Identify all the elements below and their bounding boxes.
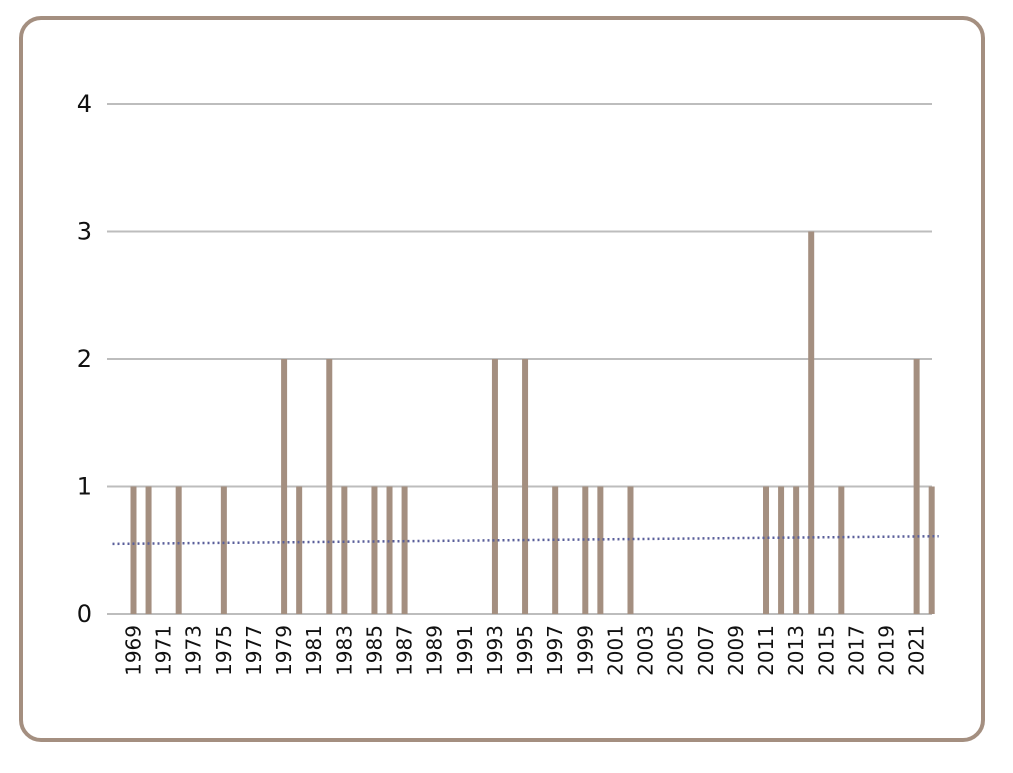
- bar-1985: [371, 486, 378, 614]
- bar-1987: [401, 486, 408, 614]
- bar-2013: [793, 486, 800, 614]
- bar-1970: [145, 486, 152, 614]
- bar-1982: [326, 359, 333, 614]
- bar-1975: [220, 486, 227, 614]
- bar-1972: [175, 486, 182, 614]
- x-tick-label: 2015: [814, 625, 838, 676]
- x-tick-label: 1969: [122, 625, 146, 676]
- x-tick-label: 1973: [182, 625, 206, 676]
- bar-2002: [627, 486, 634, 614]
- bar-2012: [778, 486, 785, 614]
- x-tick-label: 1981: [302, 625, 326, 676]
- x-tick-label: 1985: [362, 625, 386, 676]
- bar-1983: [341, 486, 348, 614]
- x-tick-label: 2009: [724, 625, 748, 676]
- x-tick-label: 2017: [844, 625, 868, 676]
- y-tick-label: 2: [77, 345, 92, 373]
- x-tick-label: 2001: [603, 625, 627, 676]
- chart-frame: [19, 16, 985, 742]
- x-tick-label: 2003: [634, 625, 658, 676]
- bar-1980: [296, 486, 303, 614]
- x-tick-label: 1975: [212, 625, 236, 676]
- x-tick-label: 1989: [423, 625, 447, 676]
- bar-1995: [522, 359, 529, 614]
- bar-1986: [386, 486, 393, 614]
- bar-2022: [928, 486, 935, 614]
- bar-1993: [491, 359, 498, 614]
- bar-1979: [281, 359, 288, 614]
- bar-2014: [808, 231, 815, 614]
- x-tick-label: 2007: [694, 625, 718, 676]
- y-tick-label: 4: [77, 90, 92, 118]
- bars: [130, 231, 935, 614]
- y-tick-label: 0: [77, 600, 92, 628]
- bar-1969: [130, 486, 137, 614]
- x-tick-label: 2011: [754, 625, 778, 676]
- x-tick-label: 1987: [393, 625, 417, 676]
- bar-1999: [582, 486, 589, 614]
- bar-2021: [913, 359, 920, 614]
- bar-2016: [838, 486, 845, 614]
- x-tick-label: 1971: [152, 625, 176, 676]
- bar-2000: [597, 486, 604, 614]
- x-tick-label: 1983: [332, 625, 356, 676]
- x-tick-label: 1991: [453, 625, 477, 676]
- x-tick-label: 1993: [483, 625, 507, 676]
- bar-1997: [552, 486, 559, 614]
- y-axis-ticks: 0 1 2 3 4: [77, 90, 92, 628]
- x-tick-label: 1997: [543, 625, 567, 676]
- x-tick-label: 2005: [664, 625, 688, 676]
- x-tick-label: 2021: [905, 625, 929, 676]
- x-tick-label: 2019: [875, 625, 899, 676]
- x-tick-label: 2013: [784, 625, 808, 676]
- y-tick-label: 1: [77, 473, 92, 501]
- x-tick-label: 1979: [272, 625, 296, 676]
- x-tick-label: 1999: [573, 625, 597, 676]
- x-axis-ticks: 1969 1971 1973 1975 1977 1979 1981 1983 1985 1987…: [122, 625, 929, 676]
- x-tick-label: 1995: [513, 625, 537, 676]
- y-tick-label: 3: [77, 218, 92, 246]
- x-tick-label: 1977: [242, 625, 266, 676]
- bar-2011: [763, 486, 770, 614]
